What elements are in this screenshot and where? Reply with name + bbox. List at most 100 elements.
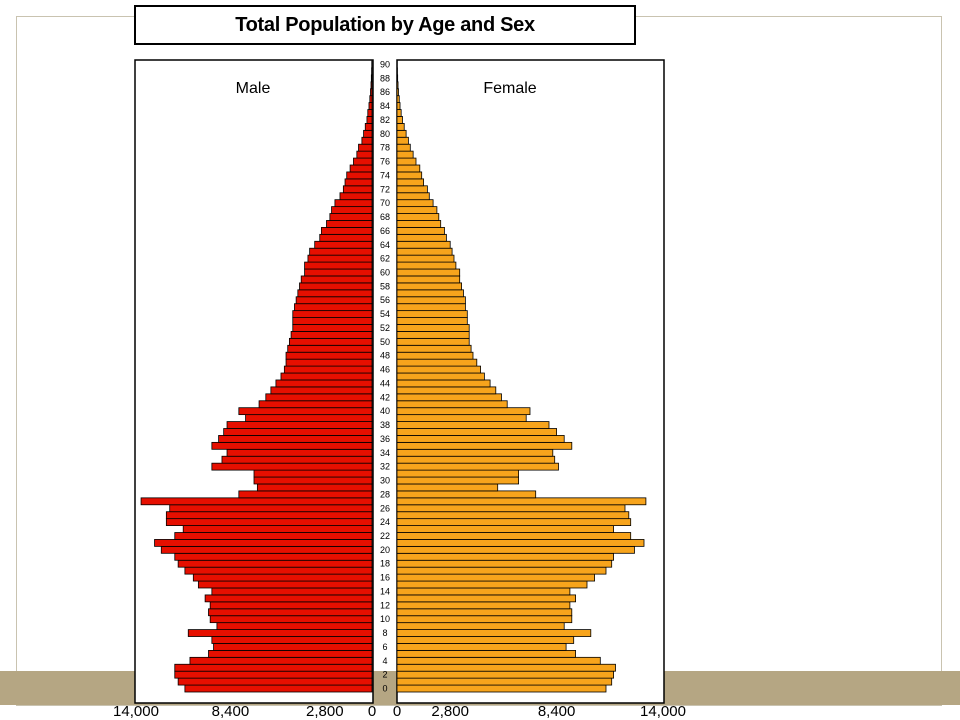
male-bar-age-17 [184, 566, 373, 575]
female-bar-age-44 [396, 379, 491, 388]
age-tick-label: 40 [380, 406, 390, 416]
male-bar-age-27 [140, 497, 373, 506]
age-tick-label: 12 [380, 600, 390, 610]
female-bar-age-59 [396, 275, 461, 284]
male-bar-age-62 [307, 254, 373, 263]
male-bar-age-88 [370, 74, 373, 83]
female-bar-age-4 [396, 656, 601, 665]
male-bar-age-79 [361, 136, 373, 145]
x-tick-label-female: 2,800 [431, 703, 469, 720]
female-bar-age-88 [396, 74, 399, 83]
male-bar-age-68 [329, 213, 373, 221]
female-bar-age-25 [396, 511, 630, 520]
female-bar-age-65 [396, 233, 447, 242]
male-bar-age-42 [265, 393, 373, 402]
female-bar-age-69 [396, 206, 438, 214]
age-tick-label: 70 [380, 198, 390, 208]
female-bar-age-77 [396, 150, 414, 159]
male-bar-age-66 [321, 227, 373, 235]
female-bar-age-62 [396, 254, 455, 263]
male-bar-age-6 [213, 643, 373, 651]
x-tick-label-male: 14,000 [113, 703, 159, 720]
female-bar-age-16 [396, 573, 596, 582]
female-bar-age-20 [396, 545, 635, 554]
female-bar-age-63 [396, 247, 453, 256]
female-bar-age-50 [396, 337, 470, 346]
female-bar-age-80 [396, 129, 407, 138]
female-bar-age-13 [396, 594, 577, 603]
male-bar-age-57 [297, 289, 373, 298]
female-bar-age-83 [396, 109, 402, 117]
female-bar-age-35 [396, 441, 573, 450]
age-tick-label: 88 [380, 73, 390, 83]
female-bar-age-37 [396, 428, 558, 436]
female-bar-age-79 [396, 136, 409, 145]
female-bar-age-81 [396, 123, 405, 131]
female-bar-age-75 [396, 164, 421, 173]
age-tick-label: 62 [380, 254, 390, 264]
male-bars [140, 60, 373, 693]
male-bar-age-19 [174, 552, 373, 561]
female-bar-age-42 [396, 393, 502, 402]
age-tick-label: 72 [380, 184, 390, 194]
age-tick-label: 52 [380, 323, 390, 333]
male-bar-age-5 [208, 650, 373, 658]
male-bar-age-51 [290, 331, 373, 339]
male-bar-age-36 [218, 435, 373, 443]
female-bar-age-30 [396, 476, 519, 485]
female-bar-age-82 [396, 116, 403, 124]
male-bar-age-71 [339, 192, 373, 201]
male-bar-age-31 [253, 469, 373, 478]
male-bar-age-43 [270, 386, 373, 395]
female-bar-age-9 [396, 622, 565, 630]
female-bar-age-21 [396, 539, 645, 547]
male-bar-age-83 [367, 109, 373, 117]
male-bar-age-77 [356, 150, 373, 159]
age-tick-label: 20 [380, 545, 390, 555]
male-bar-age-45 [280, 372, 373, 381]
male-bar-age-58 [299, 282, 373, 291]
female-bar-age-85 [396, 95, 400, 103]
male-bar-age-84 [368, 102, 373, 110]
female-bar-age-86 [396, 88, 399, 97]
female-bar-age-43 [396, 386, 497, 395]
female-bar-age-10 [396, 615, 573, 624]
male-bar-age-3 [174, 663, 373, 672]
male-bar-age-7 [211, 636, 373, 644]
female-bar-age-57 [396, 289, 464, 298]
male-bar-age-67 [326, 220, 373, 228]
female-bar-age-29 [396, 483, 499, 492]
female-bar-age-26 [396, 504, 626, 513]
female-bar-age-31 [396, 469, 519, 478]
x-tick-label-female: 0 [393, 703, 401, 720]
female-bar-age-24 [396, 518, 632, 526]
male-bar-age-12 [209, 601, 373, 610]
x-tick-label-male: 8,400 [212, 703, 250, 720]
male-bar-age-85 [369, 95, 373, 103]
female-bar-age-32 [396, 462, 559, 471]
male-bar-age-34 [226, 448, 373, 457]
male-bar-age-74 [346, 171, 373, 180]
x-tick-labels: 14,000 8,400 2,800 0 0 2,800 8,400 14,000 [113, 703, 686, 720]
female-bar-age-0 [396, 684, 607, 693]
male-bar-age-38 [226, 421, 373, 429]
female-bar-age-2 [396, 670, 615, 679]
male-bar-age-46 [283, 365, 373, 374]
age-tick-label: 36 [380, 434, 390, 444]
male-bar-age-52 [292, 324, 373, 332]
male-bar-age-81 [364, 123, 373, 131]
age-tick-label: 24 [380, 517, 390, 527]
male-bar-age-23 [182, 525, 373, 533]
age-tick-label: 18 [380, 559, 390, 569]
female-bar-age-71 [396, 192, 430, 201]
age-tick-label: 80 [380, 129, 390, 139]
female-bar-age-23 [396, 525, 615, 533]
male-bar-age-9 [216, 622, 373, 630]
female-bar-age-78 [396, 143, 411, 152]
male-bar-age-16 [192, 573, 373, 582]
age-tick-label: 66 [380, 226, 390, 236]
male-bar-age-73 [344, 178, 373, 187]
male-bar-age-55 [294, 303, 373, 312]
female-bar-age-40 [396, 407, 531, 416]
